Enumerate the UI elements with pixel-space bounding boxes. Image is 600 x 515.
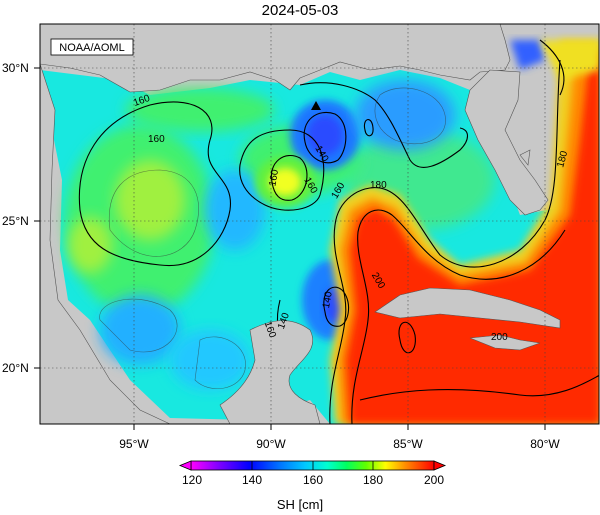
graticule — [40, 24, 599, 424]
colorbar — [178, 460, 447, 471]
map-frame — [39, 23, 600, 425]
axis-ticks — [34, 67, 546, 430]
colorbar-label: SH [cm] — [276, 497, 324, 512]
contour-label: 160 — [148, 134, 165, 145]
colorbar-tick: 140 — [241, 473, 263, 487]
credit-text: NOAA/AOML — [59, 42, 124, 54]
lon-label: 95°W — [119, 437, 149, 451]
loop-current — [330, 40, 599, 424]
credit-box — [50, 38, 134, 56]
colorbar-tick: 180 — [362, 473, 384, 487]
lon-label: 80°W — [530, 437, 560, 451]
lat-label: 25°N — [2, 214, 29, 228]
colorbar-min-arrow-icon — [178, 460, 192, 471]
lon-label: 85°W — [393, 437, 423, 451]
colorbar-tick: 200 — [423, 473, 445, 487]
station-triangle-icon — [311, 101, 321, 110]
contour-lines — [78, 39, 599, 424]
colorbar-max-arrow-icon — [433, 460, 447, 471]
contour-label: 160 — [267, 168, 281, 187]
coastlines — [40, 24, 561, 424]
lat-label: 30°N — [2, 61, 29, 75]
colorbar-tick: 160 — [302, 473, 324, 487]
colorbar-tick: 120 — [181, 473, 203, 487]
contour-label: 200 — [491, 332, 508, 343]
minor-contours — [99, 87, 446, 389]
lat-label: 20°N — [2, 361, 29, 375]
map-title: 2024-05-03 — [261, 2, 339, 19]
contour-label: 140 — [321, 290, 335, 309]
contour-label: 180 — [370, 180, 387, 191]
lon-label: 90°W — [256, 437, 286, 451]
contour-label: 180 — [555, 149, 570, 168]
